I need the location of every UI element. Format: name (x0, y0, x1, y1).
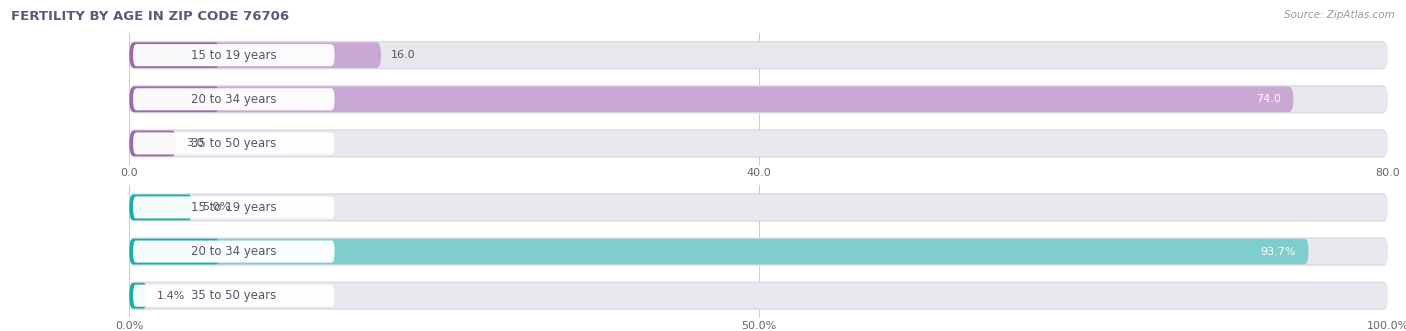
FancyBboxPatch shape (129, 42, 1388, 68)
FancyBboxPatch shape (129, 237, 1388, 266)
Text: Source: ZipAtlas.com: Source: ZipAtlas.com (1284, 10, 1395, 20)
FancyBboxPatch shape (129, 195, 193, 220)
FancyBboxPatch shape (134, 132, 335, 155)
FancyBboxPatch shape (134, 241, 335, 262)
Text: 1.4%: 1.4% (157, 291, 186, 301)
Text: 20 to 34 years: 20 to 34 years (191, 245, 277, 258)
Text: 5.0%: 5.0% (202, 203, 231, 213)
FancyBboxPatch shape (134, 88, 335, 110)
FancyBboxPatch shape (129, 41, 1388, 69)
FancyBboxPatch shape (129, 282, 1388, 310)
FancyBboxPatch shape (129, 193, 1388, 221)
FancyBboxPatch shape (129, 239, 1309, 264)
FancyBboxPatch shape (134, 44, 335, 66)
FancyBboxPatch shape (134, 196, 335, 218)
Text: 15 to 19 years: 15 to 19 years (191, 49, 277, 62)
FancyBboxPatch shape (129, 131, 1388, 156)
FancyBboxPatch shape (129, 195, 1388, 220)
Text: 16.0: 16.0 (391, 50, 416, 60)
Text: FERTILITY BY AGE IN ZIP CODE 76706: FERTILITY BY AGE IN ZIP CODE 76706 (11, 10, 290, 23)
Text: 35 to 50 years: 35 to 50 years (191, 289, 277, 302)
Text: 93.7%: 93.7% (1260, 247, 1296, 257)
FancyBboxPatch shape (129, 86, 1388, 112)
FancyBboxPatch shape (129, 239, 219, 264)
Text: 74.0: 74.0 (1256, 94, 1281, 104)
FancyBboxPatch shape (129, 129, 1388, 158)
FancyBboxPatch shape (129, 42, 219, 68)
Text: 20 to 34 years: 20 to 34 years (191, 93, 277, 106)
Text: 15 to 19 years: 15 to 19 years (191, 201, 277, 214)
FancyBboxPatch shape (129, 86, 1294, 112)
FancyBboxPatch shape (129, 195, 193, 220)
FancyBboxPatch shape (129, 86, 219, 112)
FancyBboxPatch shape (129, 131, 177, 156)
FancyBboxPatch shape (129, 239, 1388, 264)
FancyBboxPatch shape (129, 283, 148, 308)
Text: 35 to 50 years: 35 to 50 years (191, 137, 277, 150)
FancyBboxPatch shape (129, 283, 1388, 308)
FancyBboxPatch shape (129, 42, 381, 68)
FancyBboxPatch shape (129, 131, 177, 156)
Text: 3.0: 3.0 (187, 138, 204, 148)
FancyBboxPatch shape (134, 285, 335, 307)
FancyBboxPatch shape (129, 283, 148, 308)
FancyBboxPatch shape (129, 85, 1388, 114)
